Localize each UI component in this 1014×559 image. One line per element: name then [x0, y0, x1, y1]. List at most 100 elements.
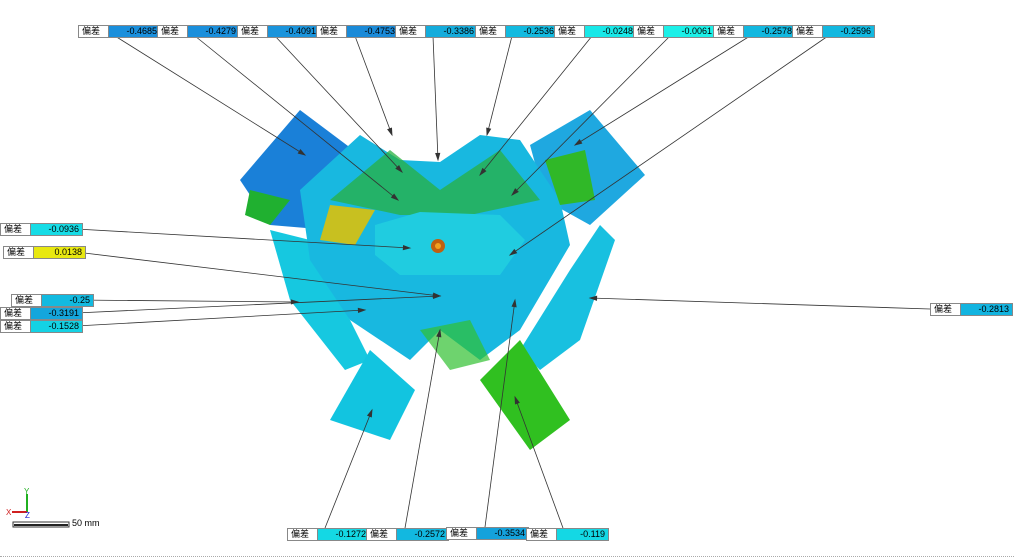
callout-value: 0.0138	[34, 247, 85, 258]
arrowhead-icon	[435, 152, 441, 162]
callout-key: 偏差	[1, 308, 31, 319]
callout-key: 偏差	[555, 26, 585, 37]
deviation-callout[interactable]: 偏差 -0.4091	[237, 25, 320, 38]
leader-line	[75, 251, 441, 297]
deviation-callout[interactable]: 偏差 -0.2596	[792, 25, 875, 38]
deviation-callout[interactable]: 偏差 -0.4753	[316, 25, 399, 38]
deviation-callout[interactable]: 偏差 -0.2536	[475, 25, 558, 38]
callout-key: 偏差	[4, 247, 34, 258]
callout-key: 偏差	[793, 26, 823, 37]
leader-line	[75, 295, 441, 314]
arrowhead-icon	[297, 149, 307, 156]
callout-key: 偏差	[158, 26, 188, 37]
arrowhead-icon	[573, 139, 583, 146]
callout-key: 偏差	[1, 224, 31, 235]
callout-value: -0.1528	[31, 321, 82, 332]
callout-key: 偏差	[317, 26, 347, 37]
callout-value: -0.0248	[585, 26, 636, 37]
axis-x-label: X	[6, 508, 12, 517]
leader-line	[194, 35, 399, 201]
deviation-callout[interactable]: 偏差 -0.3534	[446, 527, 529, 540]
callout-value: -0.2813	[961, 304, 1012, 315]
callout-key: 偏差	[12, 295, 42, 306]
arrowhead-icon	[514, 395, 520, 405]
arrowhead-icon	[511, 188, 519, 196]
leader-line	[75, 299, 299, 303]
callout-value: -0.2572	[397, 529, 448, 540]
callout-key: 偏差	[238, 26, 268, 37]
deviation-callout[interactable]: 偏差 0.0138	[3, 246, 86, 259]
callout-key: 偏差	[288, 529, 318, 540]
deviation-callout[interactable]: 偏差 -0.2578	[713, 25, 796, 38]
deviation-callout[interactable]: 偏差 -0.1528	[0, 320, 83, 333]
arrowhead-icon	[395, 165, 403, 173]
callout-value: -0.2578	[744, 26, 795, 37]
callout-value: -0.119	[557, 529, 608, 540]
leader-line	[509, 35, 829, 256]
callout-value: -0.3534	[477, 528, 528, 539]
arrowhead-icon	[402, 244, 412, 251]
leader-line	[274, 35, 403, 173]
deviation-callout[interactable]: 偏差 -0.4279	[157, 25, 240, 38]
arrowhead-icon	[432, 293, 442, 299]
arrowhead-icon	[387, 127, 393, 137]
leader-line	[486, 35, 513, 136]
leader-line	[574, 35, 751, 146]
callout-value: -0.25	[42, 295, 93, 306]
callout-value: -0.2596	[823, 26, 874, 37]
callout-key: 偏差	[79, 26, 109, 37]
callout-value: -0.4685	[109, 26, 160, 37]
deviation-callout[interactable]: 偏差 -0.25	[11, 294, 94, 307]
callout-value: -0.4279	[188, 26, 239, 37]
deviation-callout[interactable]: 偏差 -0.1272	[287, 528, 370, 541]
leader-lines	[75, 35, 931, 529]
axis-triad: Y X Z	[6, 487, 30, 520]
leader-line	[354, 35, 393, 136]
part-model	[240, 110, 645, 450]
leader-line	[511, 35, 671, 196]
callout-value: -0.0061	[664, 26, 715, 37]
arrowhead-icon	[486, 127, 492, 137]
deviation-callout[interactable]: 偏差 -0.4685	[78, 25, 161, 38]
callout-value: -0.4753	[347, 26, 398, 37]
callout-key: 偏差	[931, 304, 961, 315]
status-divider	[0, 556, 1014, 557]
callout-value: -0.2536	[506, 26, 557, 37]
leader-line	[324, 409, 373, 529]
scale-bar	[12, 521, 70, 528]
callout-value: -0.3191	[31, 308, 82, 319]
arrowhead-icon	[508, 248, 518, 256]
deviation-callout[interactable]: 偏差 -0.3191	[0, 307, 83, 320]
leader-line	[75, 228, 411, 249]
deviation-callout[interactable]: 偏差 -0.2813	[930, 303, 1013, 316]
callout-value: -0.3386	[426, 26, 477, 37]
callout-key: 偏差	[476, 26, 506, 37]
arrowhead-icon	[588, 295, 598, 301]
arrowhead-icon	[479, 167, 487, 177]
deviation-callout[interactable]: 偏差 -0.2572	[366, 528, 449, 541]
axis-z-label: Z	[25, 511, 30, 520]
arrowhead-icon	[390, 193, 400, 201]
axis-y-label: Y	[24, 487, 30, 496]
leader-line	[589, 297, 931, 310]
arrowhead-icon	[366, 408, 373, 418]
leader-line	[514, 396, 564, 529]
arrowhead-icon	[511, 298, 517, 308]
callout-key: 偏差	[634, 26, 664, 37]
deviation-callout[interactable]: 偏差 -0.0248	[554, 25, 637, 38]
deviation-callout[interactable]: 偏差 -0.0936	[0, 223, 83, 236]
deviation-callout[interactable]: 偏差 -0.0061	[633, 25, 716, 38]
deviation-callout[interactable]: 偏差 -0.3386	[395, 25, 478, 38]
arrowhead-icon	[436, 328, 442, 338]
callout-value: -0.1272	[318, 529, 369, 540]
leader-line	[404, 329, 441, 529]
callout-value: -0.4091	[268, 26, 319, 37]
leader-line	[432, 35, 439, 161]
deviation-callout[interactable]: 偏差 -0.119	[526, 528, 609, 541]
callout-key: 偏差	[527, 529, 557, 540]
leader-line	[479, 35, 593, 176]
leader-line	[75, 309, 366, 327]
callout-key: 偏差	[714, 26, 744, 37]
callout-key: 偏差	[447, 528, 477, 539]
